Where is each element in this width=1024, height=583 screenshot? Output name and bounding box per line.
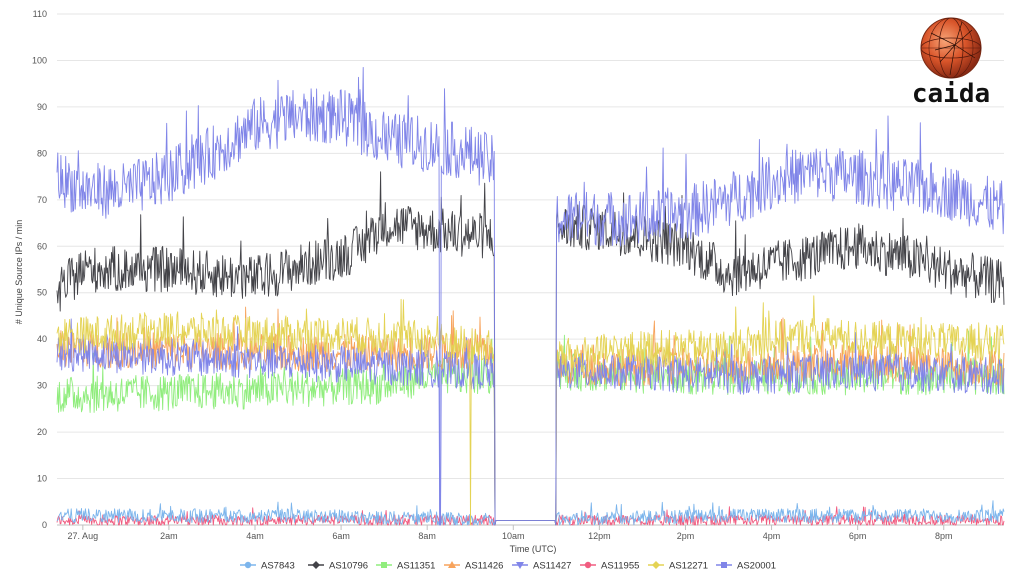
legend-marker-diamond-icon	[652, 561, 660, 569]
legend-marker-square-icon	[381, 562, 387, 568]
legend-label: AS7843	[261, 561, 295, 572]
y-tick-label: 10	[37, 474, 47, 484]
series-line-as20001	[56, 66, 1005, 526]
x-tick-label: 2am	[160, 531, 178, 541]
y-tick-label: 80	[37, 148, 47, 158]
legend-label: AS12271	[669, 561, 708, 572]
legend-item-as10796[interactable]: AS10796	[308, 561, 368, 572]
legend-marker-circle-icon	[244, 561, 252, 569]
y-tick-label: 90	[37, 102, 47, 112]
y-tick-label: 50	[37, 288, 47, 298]
x-tick-label: 2pm	[677, 531, 695, 541]
y-tick-labels: 0 10 20 30 40 50 60 70 80 90 100 110	[32, 9, 47, 530]
series-line-as12271	[56, 295, 1005, 526]
legend-item-as11955[interactable]: AS11955	[580, 561, 639, 572]
legend-item-as11351[interactable]: AS11351	[376, 561, 435, 572]
legend-marker-diamond-icon	[312, 561, 320, 569]
legend-label: AS20001	[737, 561, 776, 572]
x-tick-label: 27. Aug	[68, 531, 99, 541]
y-tick-label: 20	[37, 427, 47, 437]
y-tick-label: 40	[37, 334, 47, 344]
legend: AS7843 AS10796 AS11351 AS11426 AS11427 AS1195…	[240, 561, 776, 572]
legend-label: AS10796	[329, 561, 368, 572]
legend-item-as20001[interactable]: AS20001	[716, 561, 776, 572]
y-axis-label: # Unique Source IPs / min	[14, 220, 24, 325]
x-tick-label: 6am	[332, 531, 350, 541]
y-tick-label: 100	[32, 55, 47, 65]
y-tick-label: 30	[37, 381, 47, 391]
x-tick-label: 4pm	[763, 531, 781, 541]
y-tick-label: 70	[37, 195, 47, 205]
x-axis-label: Time (UTC)	[510, 544, 557, 554]
legend-item-as11426[interactable]: AS11426	[444, 561, 503, 572]
x-tick-label: 8am	[418, 531, 436, 541]
x-tick-label: 12pm	[588, 531, 611, 541]
legend-item-as12271[interactable]: AS12271	[648, 561, 708, 572]
series-lines	[56, 66, 1005, 526]
legend-marker-circle-icon	[584, 561, 592, 569]
legend-marker-triangle-icon	[448, 561, 456, 568]
x-tick-label: 6pm	[849, 531, 867, 541]
legend-label: AS11427	[533, 561, 571, 572]
x-tick-label: 10am	[502, 531, 525, 541]
logo-text: caida	[912, 79, 990, 109]
globe-icon	[920, 17, 982, 79]
x-tick-label: 8pm	[935, 531, 953, 541]
legend-item-as7843[interactable]: AS7843	[240, 561, 295, 572]
x-tick-labels: 27. Aug 2am 4am 6am 8am 10am 12pm 2pm 4pm 6pm 8pm	[68, 525, 953, 541]
legend-item-as11427[interactable]: AS11427	[512, 561, 571, 572]
legend-label: AS11351	[397, 561, 435, 572]
y-tick-label: 110	[33, 9, 47, 19]
caida-logo: caida	[912, 17, 990, 109]
legend-label: AS11426	[465, 561, 503, 572]
legend-label: AS11955	[601, 561, 639, 572]
legend-marker-square-icon	[721, 562, 727, 568]
legend-marker-triangle-down-icon	[516, 562, 524, 569]
series-line-as7843	[56, 500, 1005, 526]
y-tick-label: 60	[37, 241, 47, 251]
y-tick-label: 0	[42, 520, 47, 530]
x-tick-label: 4am	[246, 531, 264, 541]
